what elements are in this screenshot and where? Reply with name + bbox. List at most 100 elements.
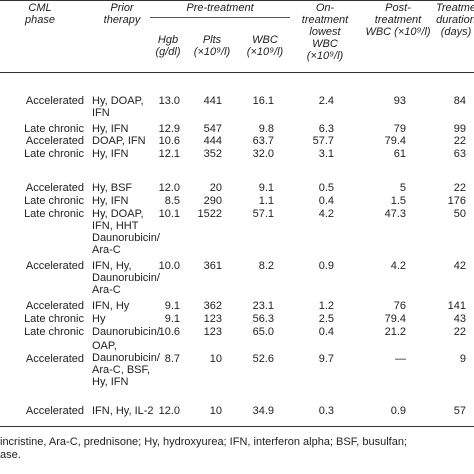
- cell-therapy: Hy, IFN: [92, 123, 128, 135]
- cell-phase: Late chronic: [24, 313, 84, 325]
- cell-therapy-line: DOAP, IFN: [92, 135, 146, 147]
- cell-therapy: Hy, DOAP, IFN, HHT Daunorubicin/ Ara-C: [92, 208, 160, 256]
- cell-therapy-line: Hy, DOAP,: [92, 208, 144, 220]
- cell-post: 21.2: [384, 326, 406, 338]
- cell-post: 0.9: [390, 405, 406, 417]
- cell-therapy-line: Hy, BSF: [92, 182, 133, 194]
- cell-phase: Accelerated: [25, 135, 84, 147]
- bottom-rule: [0, 426, 474, 427]
- cell-lowest: 0.9: [318, 260, 334, 272]
- cell-therapy: Hy: [92, 313, 105, 325]
- cell-plts: 123: [203, 313, 222, 325]
- cell-plts: 441: [203, 95, 222, 107]
- cell-wbc: 63.7: [252, 135, 274, 147]
- cell-lowest: 0.3: [318, 405, 334, 417]
- cell-therapy-line: Hy, IFN: [92, 376, 129, 388]
- cell-wbc: 9.1: [258, 182, 274, 194]
- cell-duration: 9: [459, 353, 466, 365]
- cell-duration: 63: [453, 148, 466, 160]
- header-prior-line1: Prior: [110, 2, 134, 14]
- cell-hgb: 10.0: [158, 260, 180, 272]
- cell-phase: Accelerated: [25, 353, 84, 365]
- header-pretreatment: Pre-treatment: [186, 2, 254, 14]
- cell-duration: 141: [447, 300, 466, 312]
- cell-phase: Late chronic: [24, 326, 84, 338]
- footnote: incristine, Ara-C, prednisone; Hy, hydro…: [0, 436, 407, 461]
- cell-lowest: 57.7: [312, 135, 334, 147]
- cell-lowest: 1.2: [318, 300, 334, 312]
- header-on-treatment: On- treatment lowest WBC (×10⁹/l): [292, 2, 358, 62]
- header-plts: Plts (×10⁹/l): [188, 34, 236, 58]
- header-post-line1: Post-: [385, 2, 411, 14]
- cell-plts: 444: [203, 135, 222, 147]
- cell-duration: 22: [453, 182, 466, 194]
- header-prior: Prior therapy: [92, 2, 152, 26]
- cell-post: 76: [393, 300, 406, 312]
- cell-therapy-line: IFN: [92, 107, 110, 119]
- cell-therapy-line: Hy, IFN: [92, 148, 129, 160]
- header-on-line2: treatment: [301, 14, 349, 26]
- cell-post: 79.4: [384, 313, 406, 325]
- cell-duration: 22: [453, 135, 466, 147]
- cell-therapy: IFN, Hy: [92, 300, 129, 312]
- cell-duration: 50: [453, 208, 466, 220]
- cell-therapy-line: IFN, HHT: [92, 220, 139, 232]
- cell-hgb: 10.6: [158, 135, 180, 147]
- cell-phase: Accelerated: [25, 405, 84, 417]
- cell-post: 4.2: [390, 260, 406, 272]
- header-wbc-line2: (×10⁹/l): [246, 46, 284, 58]
- header-hgb: Hgb (g/dl): [148, 34, 188, 58]
- cell-hgb: 12.1: [158, 148, 180, 160]
- cell-therapy-line: Hy, IFN: [92, 123, 129, 135]
- cell-phase: Late chronic: [24, 148, 84, 160]
- cell-wbc: 32.0: [252, 148, 274, 160]
- cell-plts: 290: [203, 195, 222, 207]
- cell-wbc: 56.3: [252, 313, 274, 325]
- cell-plts: 361: [203, 260, 222, 272]
- cell-therapy: OAP, Daunorubicin/ Ara-C, BSF, Hy, IFN: [92, 340, 160, 388]
- cell-duration: 22: [453, 326, 466, 338]
- cell-plts: 20: [209, 182, 222, 194]
- cell-hgb: 9.1: [164, 313, 180, 325]
- cell-wbc: 8.2: [258, 260, 274, 272]
- cell-duration: 42: [453, 260, 466, 272]
- header-post-line2: treatment: [374, 14, 422, 26]
- cell-post: 61: [393, 148, 406, 160]
- footnote-line1: incristine, Ara-C, prednisone; Hy, hydro…: [0, 436, 407, 448]
- header-on-line5: (×10⁹/l): [306, 50, 344, 62]
- header-post-treatment: Post- treatment WBC (×10⁹/l): [356, 2, 440, 38]
- cell-therapy-line: Ara-C, BSF,: [92, 364, 151, 376]
- header-on-line1: On-: [315, 2, 335, 14]
- cell-wbc: 9.8: [258, 123, 274, 135]
- cell-post: 1.5: [390, 195, 406, 207]
- cell-wbc: 1.1: [258, 195, 274, 207]
- cell-therapy-line: Hy, DOAP,: [92, 95, 144, 107]
- cell-lowest: 0.5: [318, 182, 334, 194]
- cell-wbc: 57.1: [252, 208, 274, 220]
- header-cml-line2: phase: [25, 14, 55, 26]
- cell-plts: 10: [209, 353, 222, 365]
- cell-therapy-line: IFN, Hy, IL-2: [92, 405, 154, 417]
- cell-lowest: 9.7: [318, 353, 334, 365]
- cell-therapy-line: Daunorubicin/: [92, 326, 160, 338]
- header-cml-line1: CML: [28, 2, 52, 14]
- cell-post: 93: [393, 95, 406, 107]
- cell-phase: Late chronic: [24, 195, 84, 207]
- header-duration: Treatme duration (days): [430, 2, 474, 38]
- cell-phase: Late chronic: [24, 208, 84, 220]
- cell-therapy-line: Daunorubicin/: [92, 352, 160, 364]
- cell-therapy: Hy, IFN: [92, 148, 128, 160]
- cell-therapy-line: Daunorubicin/: [92, 232, 160, 244]
- header-post-line3: WBC (×10⁹/l): [365, 26, 431, 38]
- cell-therapy: Hy, IFN: [92, 195, 128, 207]
- header-plts-line2: (×10⁹/l): [193, 46, 231, 58]
- cell-therapy-line: IFN, Hy: [92, 300, 130, 312]
- cell-wbc: 65.0: [252, 326, 274, 338]
- cell-hgb: 10.1: [158, 208, 180, 220]
- cell-hgb: 13.0: [158, 95, 180, 107]
- cell-post: 79.4: [384, 135, 406, 147]
- cell-lowest: 4.2: [318, 208, 334, 220]
- cell-lowest: 0.4: [318, 326, 334, 338]
- cell-duration: 99: [453, 123, 466, 135]
- header-cml: CML phase: [10, 2, 70, 26]
